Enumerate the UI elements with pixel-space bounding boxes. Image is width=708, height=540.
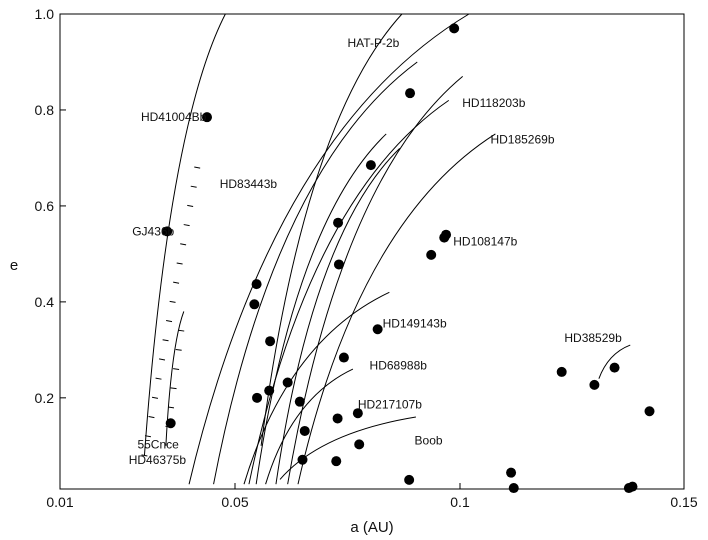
track-tick bbox=[170, 387, 177, 390]
track-tick bbox=[151, 396, 159, 399]
planet-label: HD118203b bbox=[462, 96, 525, 110]
evolution-track bbox=[213, 61, 418, 485]
planet-point bbox=[589, 379, 600, 390]
labels-layer: HAT-P-2b HD41004Bb HD118203b HD185269b HD834… bbox=[129, 36, 622, 467]
planet-point bbox=[162, 226, 173, 237]
planet-point bbox=[508, 483, 519, 494]
y-axis: 0.2 0.4 0.6 0.8 1.0 bbox=[35, 6, 66, 406]
evolution-track bbox=[275, 147, 401, 485]
y-tick-label: 0.2 bbox=[35, 390, 55, 406]
planet-point bbox=[338, 352, 349, 363]
planet-label: Boob bbox=[415, 434, 443, 448]
planet-label: HD68988b bbox=[370, 359, 428, 373]
track-tick bbox=[162, 339, 169, 342]
track-tick bbox=[176, 262, 183, 265]
planet-point bbox=[333, 217, 344, 228]
tracks-layer bbox=[141, 13, 631, 485]
planet-point bbox=[252, 392, 263, 403]
track-tick bbox=[173, 281, 180, 284]
track-tick bbox=[166, 320, 173, 323]
track-tick bbox=[173, 368, 180, 370]
planet-point bbox=[372, 324, 383, 335]
planet-label: HD217107b bbox=[358, 398, 422, 412]
y-tick-label: 0.4 bbox=[35, 294, 55, 310]
planet-label: HD83443b bbox=[220, 177, 278, 191]
x-tick-label: 0.1 bbox=[450, 494, 470, 510]
planet-label: HAT-P-2b bbox=[348, 36, 400, 50]
planet-point bbox=[251, 279, 262, 290]
planet-point bbox=[556, 366, 567, 377]
track-tick bbox=[155, 377, 162, 380]
track-tick bbox=[187, 204, 194, 207]
planet-point bbox=[506, 467, 517, 478]
planet-point bbox=[354, 439, 365, 450]
planet-point bbox=[264, 385, 275, 396]
planet-label: HD149143b bbox=[383, 316, 447, 330]
planet-point bbox=[331, 456, 342, 467]
track-tick bbox=[167, 406, 175, 409]
track-tick bbox=[144, 435, 151, 438]
planet-label: HD41004Bb bbox=[141, 110, 207, 124]
x-tick-label: 0.05 bbox=[221, 494, 248, 510]
planet-point bbox=[426, 249, 437, 260]
planet-point bbox=[449, 23, 460, 34]
planet-point bbox=[441, 229, 452, 240]
planet-point bbox=[609, 362, 620, 373]
track-tick bbox=[183, 224, 190, 227]
track-tick bbox=[141, 454, 148, 457]
track-tick bbox=[169, 300, 176, 303]
x-tick-label: 0.15 bbox=[670, 494, 697, 510]
y-tick-label: 1.0 bbox=[35, 6, 55, 22]
planet-point bbox=[404, 474, 415, 485]
planet-point bbox=[202, 112, 212, 123]
planet-point bbox=[352, 408, 363, 419]
x-axis: 0.01 0.05 0.1 0.15 bbox=[46, 483, 698, 510]
points-layer bbox=[162, 23, 655, 494]
track-tick bbox=[175, 348, 182, 351]
track-tick bbox=[178, 329, 185, 332]
track-tick bbox=[148, 415, 155, 419]
evolution-track bbox=[265, 368, 354, 485]
track-tick bbox=[190, 185, 197, 188]
evolution-track bbox=[243, 291, 390, 485]
evolution-track bbox=[260, 13, 403, 446]
planet-point bbox=[333, 259, 344, 270]
planet-point bbox=[332, 413, 343, 424]
planet-point bbox=[282, 377, 293, 388]
planet-point bbox=[249, 299, 260, 310]
planet-point bbox=[644, 406, 655, 417]
planet-label: GJ436b bbox=[132, 224, 174, 238]
x-axis-title: a (AU) bbox=[350, 519, 393, 536]
planet-label: HD185269b bbox=[490, 133, 554, 147]
planet-point bbox=[297, 454, 308, 465]
y-tick-label: 0.6 bbox=[35, 198, 55, 214]
planet-point bbox=[299, 425, 310, 436]
track-tick bbox=[158, 358, 166, 361]
planet-point bbox=[405, 88, 416, 99]
track-tick bbox=[180, 243, 187, 246]
evolution-track bbox=[279, 416, 416, 480]
planet-point bbox=[265, 336, 276, 347]
planet-point bbox=[165, 418, 176, 429]
track-tick bbox=[194, 166, 201, 169]
evolution-track bbox=[143, 13, 226, 456]
planet-label: HD46375b bbox=[129, 453, 187, 467]
x-tick-label: 0.01 bbox=[46, 494, 73, 510]
evolution-track bbox=[248, 99, 450, 485]
evolution-track bbox=[188, 13, 470, 485]
planet-label: 55Cnce bbox=[137, 437, 179, 451]
evolution-track bbox=[598, 344, 631, 379]
y-tick-label: 0.8 bbox=[35, 102, 55, 118]
planet-point bbox=[365, 160, 376, 171]
plot-frame bbox=[59, 13, 685, 490]
planet-point bbox=[294, 396, 305, 407]
y-axis-title: e bbox=[10, 257, 18, 274]
evolution-track bbox=[297, 133, 496, 485]
planet-label: HD38529b bbox=[564, 331, 622, 345]
planet-point bbox=[627, 481, 638, 492]
planet-label: HD108147b bbox=[453, 234, 517, 248]
evolution-track bbox=[255, 133, 387, 485]
